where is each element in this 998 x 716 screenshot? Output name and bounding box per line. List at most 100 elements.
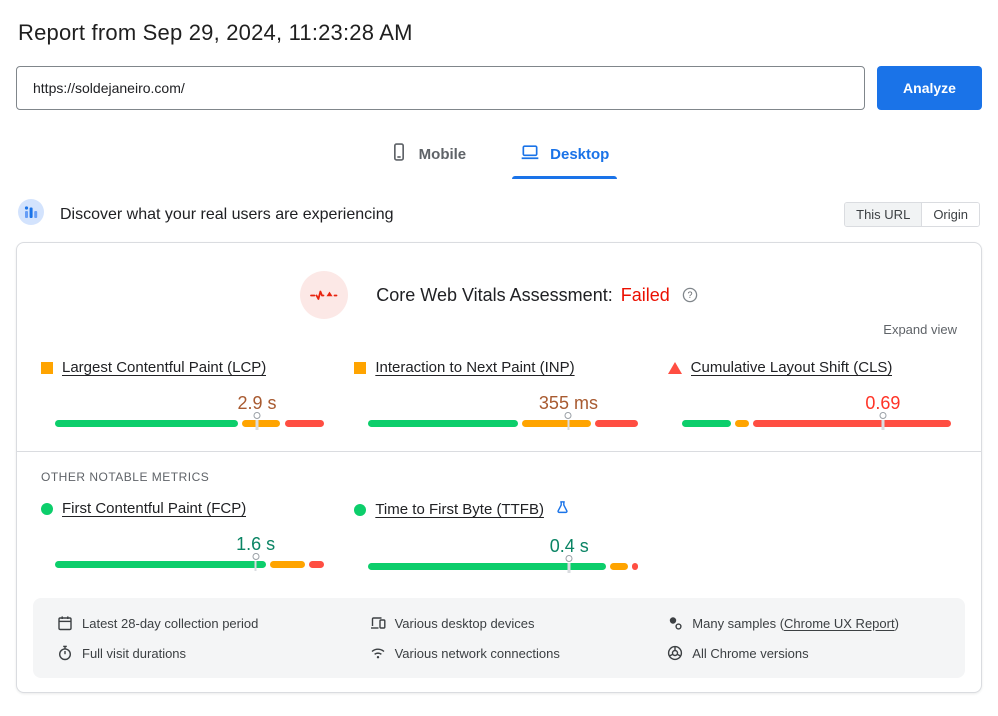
network-connections-label: Various network connections (394, 645, 560, 661)
bar-segment-needs_improvement (270, 561, 306, 568)
metric-lcp: Largest Contentful Paint (LCP) 2.9 s (41, 359, 330, 430)
bar-segment-needs_improvement (522, 420, 591, 427)
url-input[interactable] (16, 66, 865, 110)
distribution-marker (252, 553, 260, 571)
network-connections-item: Various network connections (370, 640, 668, 666)
fcp-value: 1.6 s (236, 534, 276, 554)
field-heading: Discover what your real users are experi… (60, 205, 394, 223)
page-title: Report from Sep 29, 2024, 11:23:28 AM (18, 20, 413, 45)
marker-stem (567, 419, 570, 430)
desktop-devices-item: Various desktop devices (370, 610, 668, 636)
cwv-assessment-prefix: Core Web Vitals Assessment: (376, 284, 613, 305)
distribution-marker (565, 555, 573, 573)
cls-value: 0.69 (865, 393, 901, 413)
svg-text:?: ? (687, 290, 692, 300)
bar-segment-poor (309, 561, 325, 568)
network-icon (370, 645, 386, 661)
metric-cls: Cumulative Layout Shift (CLS) 0.69 (667, 359, 957, 430)
distribution-marker (879, 412, 887, 430)
marker-dot (565, 555, 573, 562)
other-metrics-label: OTHER NOTABLE METRICS (41, 470, 210, 484)
bar-segment-good (55, 561, 267, 568)
bar-segment-good (681, 420, 732, 427)
bar-segment-poor (752, 420, 951, 427)
marker-dot (564, 412, 572, 419)
bar-segment-good (55, 420, 238, 427)
bar-segment-poor (632, 563, 638, 570)
marker-dot (879, 412, 887, 419)
cls-distribution-bar (681, 412, 951, 430)
inp-link[interactable]: Interaction to Next Paint (INP) (375, 359, 575, 376)
devices-icon (370, 615, 386, 631)
lcp-distribution-bar (55, 412, 325, 430)
bar-segment-good (368, 563, 607, 570)
visit-durations-label: Full visit durations (82, 645, 187, 661)
section-divider (17, 451, 981, 452)
tab-mobile[interactable]: Mobile (375, 132, 481, 179)
expand-view-link[interactable]: Expand view (883, 322, 957, 337)
marker-dot (253, 412, 261, 419)
inp-status-bullet (354, 361, 367, 374)
collection-info-footer: Latest 28-day collection period Various … (33, 598, 965, 678)
samples-item: Many samples (Chrome UX Report) (667, 610, 965, 636)
cwv-assessment-result: Failed (620, 284, 670, 305)
calendar-icon (57, 615, 73, 631)
analyze-button[interactable]: Analyze (877, 66, 982, 110)
fcp-link[interactable]: First Contentful Paint (FCP) (62, 500, 247, 517)
chrome-icon (667, 645, 683, 661)
help-icon[interactable]: ? (682, 287, 698, 303)
cwv-assessment-header: Core Web Vitals Assessment: Failed ? (17, 243, 981, 319)
marker-stem (255, 419, 259, 430)
expand-view-row: Expand view (17, 321, 981, 339)
samples-icon (667, 615, 683, 631)
chrome-versions-item: All Chrome versions (667, 640, 965, 666)
metric-fcp: First Contentful Paint (FCP) 1.6 s (41, 500, 330, 571)
scope-this-url[interactable]: This URL (845, 203, 922, 226)
desktop-laptop-icon (520, 142, 540, 166)
bar-segment-poor (595, 420, 638, 427)
core-web-vitals-icon (300, 271, 349, 319)
bar-segment-needs_improvement (241, 420, 281, 427)
other-metrics-row: First Contentful Paint (FCP) 1.6 s Time … (17, 500, 981, 573)
lcp-link[interactable]: Largest Contentful Paint (LCP) (62, 359, 267, 376)
field-data-card: Core Web Vitals Assessment: Failed ? Exp… (16, 242, 982, 693)
lcp-value: 2.9 s (237, 393, 277, 413)
desktop-devices-label: Various desktop devices (394, 615, 535, 631)
url-bar: Analyze (16, 66, 982, 110)
scope-origin[interactable]: Origin (921, 203, 979, 226)
marker-stem (567, 562, 571, 573)
lcp-status-bullet (41, 361, 53, 374)
inp-distribution-bar (368, 412, 638, 430)
distribution-marker (253, 412, 261, 430)
bar-segment-needs_improvement (610, 563, 628, 570)
cls-link[interactable]: Cumulative Layout Shift (CLS) (690, 359, 893, 376)
cls-status-bullet (667, 361, 682, 374)
ttfb-value: 0.4 s (549, 536, 589, 556)
stopwatch-icon (57, 645, 73, 661)
cwv-assessment-title: Core Web Vitals Assessment: Failed ? (376, 285, 697, 306)
marker-stem (881, 419, 885, 430)
fcp-status-bullet (41, 502, 53, 515)
field-data-header: Discover what your real users are experi… (18, 199, 980, 230)
distribution-marker (564, 412, 572, 430)
chrome-ux-report-link[interactable]: Chrome UX Report (784, 615, 895, 631)
chrome-versions-label: All Chrome versions (692, 645, 809, 661)
tab-desktop[interactable]: Desktop (506, 132, 623, 179)
bar-segment-needs_improvement (735, 420, 749, 427)
scope-toggle: This URL Origin (844, 202, 980, 227)
ttfb-link[interactable]: Time to First Byte (TTFB) (375, 501, 544, 518)
metric-ttfb: Time to First Byte (TTFB) 0.4 s (354, 500, 643, 573)
bar-segment-good (368, 420, 519, 427)
visit-durations-item: Full visit durations (57, 640, 370, 666)
device-tabs: Mobile Desktop (16, 132, 982, 179)
ttfb-distribution-bar (368, 555, 638, 573)
real-users-icon (18, 199, 44, 230)
samples-label: Many samples (Chrome UX Report) (692, 615, 899, 631)
tab-desktop-label: Desktop (550, 145, 610, 163)
bar-segment-poor (284, 420, 325, 427)
metric-inp: Interaction to Next Paint (INP) 355 ms (354, 359, 643, 430)
tab-mobile-label: Mobile (418, 145, 467, 163)
collection-period-label: Latest 28-day collection period (82, 615, 259, 631)
marker-dot (252, 553, 260, 560)
